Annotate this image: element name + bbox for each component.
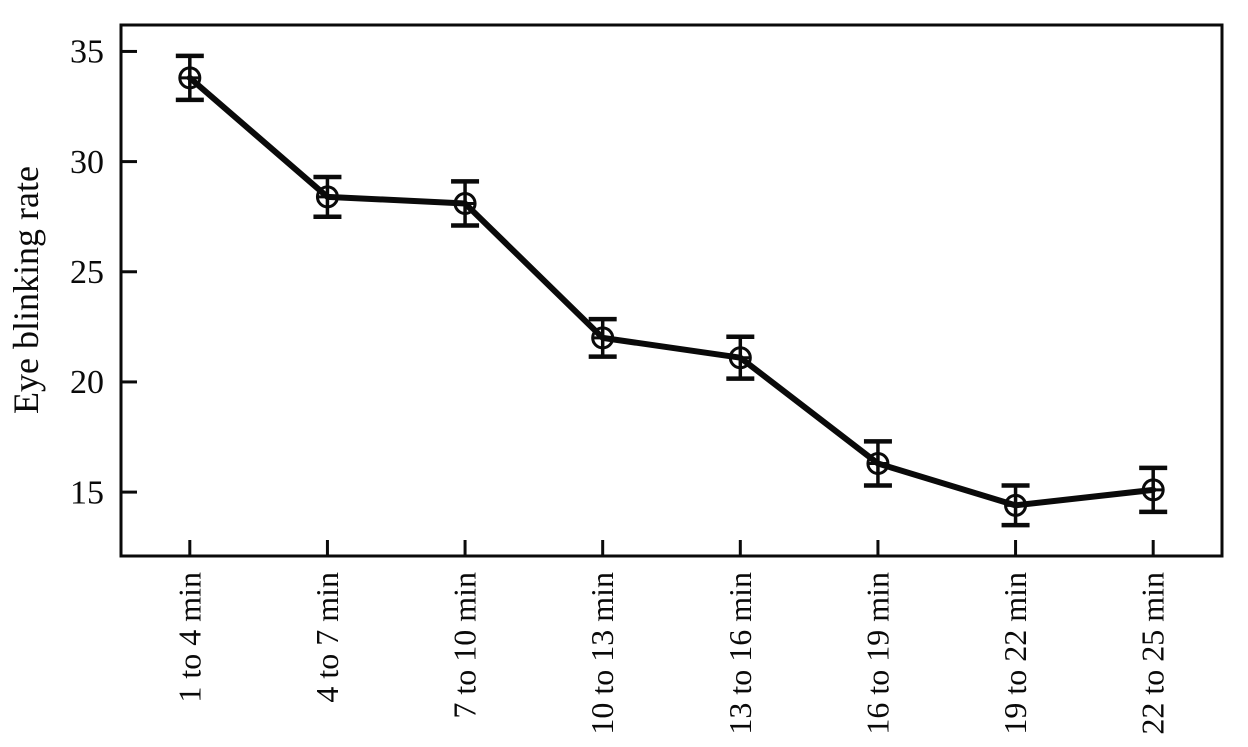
x-tick-label: 10 to 13 min: [584, 572, 620, 735]
data-point-marker: [591, 326, 615, 350]
data-point-marker: [866, 451, 890, 475]
y-tick-label: 35: [70, 34, 104, 71]
data-point-marker: [1141, 478, 1165, 502]
data-point-marker: [315, 185, 339, 209]
plot-frame: [119, 23, 1224, 558]
x-tick-label: 4 to 7 min: [309, 572, 345, 703]
data-point-marker: [453, 191, 477, 215]
x-tick-label: 19 to 22 min: [997, 572, 1033, 735]
y-axis-title: Eye blinking rate: [6, 166, 46, 414]
x-tick-label: 16 to 19 min: [859, 572, 895, 735]
data-point-marker: [728, 346, 752, 370]
data-line: [186, 74, 1157, 509]
x-tick-label: 1 to 4 min: [171, 572, 207, 703]
x-tick-label: 22 to 25 min: [1135, 572, 1171, 735]
data-point-marker: [1004, 493, 1028, 517]
series-Eye blinking rate: [175, 53, 1168, 528]
x-tick-label: 7 to 10 min: [447, 572, 483, 719]
y-tick-label: 30: [70, 144, 104, 181]
data-point-marker: [178, 66, 202, 90]
x-tick-label: 13 to 16 min: [722, 572, 758, 735]
y-tick-label: 15: [70, 474, 104, 511]
y-tick-label: 20: [70, 364, 104, 401]
y-tick-label: 25: [70, 254, 104, 291]
